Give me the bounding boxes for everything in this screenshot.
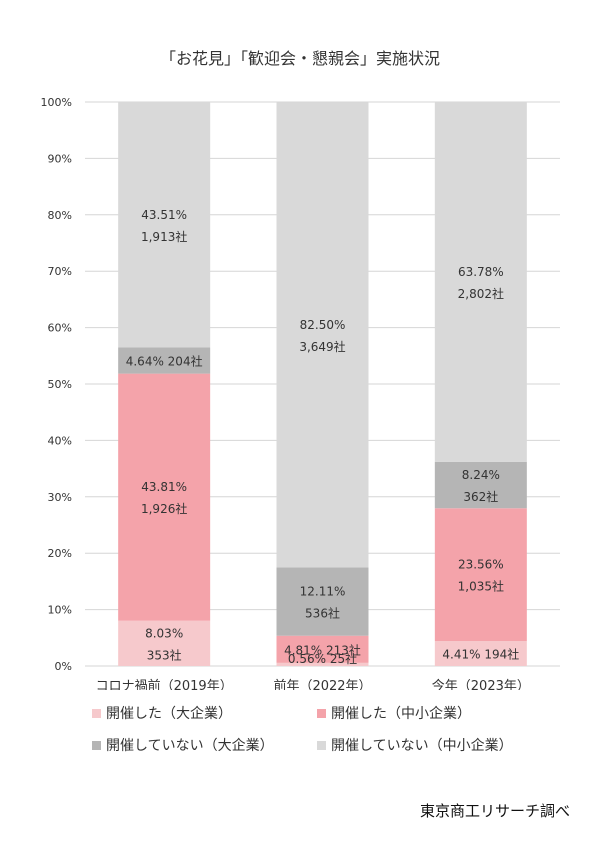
bar-segment <box>434 641 527 666</box>
data-label: 4.81% 213社 <box>284 642 361 657</box>
y-tick-label: 30% <box>48 491 72 504</box>
data-label: 1,913社 <box>141 229 187 244</box>
x-tick-label: 前年（2022年） <box>273 678 371 690</box>
bar-segment <box>434 508 527 642</box>
data-label: 23.56% <box>458 558 504 572</box>
data-label: 1,926社 <box>141 501 187 516</box>
y-tick-label: 90% <box>48 152 72 165</box>
bar-segment <box>118 620 211 666</box>
data-label: 3,649社 <box>299 339 345 354</box>
bar-segment <box>434 102 527 462</box>
legend-swatch-not-held-sme <box>317 740 326 750</box>
data-label: 8.03% <box>145 626 183 640</box>
data-label: 43.51% <box>141 208 187 222</box>
data-label: 12.11% <box>300 585 346 599</box>
source-note: 東京商工リサーチ調べ <box>419 802 570 820</box>
stacked-bar-chart: 0% 10% 20% 30% 40% 50% 60% 70% 80% 90% 100% 8.03% 35… <box>41 96 560 690</box>
x-tick-label: 今年（2023年） <box>432 678 530 690</box>
data-label: 0.56% 25社 <box>288 651 357 666</box>
y-tick-label: 70% <box>48 265 72 278</box>
bar-segment <box>276 635 369 663</box>
y-tick-label: 50% <box>48 378 72 391</box>
legend-item-not-held-large: 開催していない（大企業） <box>92 735 317 755</box>
legend-label-not-held-large: 開催していない（大企業） <box>106 738 274 754</box>
bar-segment <box>276 102 369 568</box>
data-label: 4.64% 204社 <box>126 354 203 369</box>
chart-title: 「お花見」「歓迎会・懇親会」実施状況 <box>159 49 440 68</box>
legend-swatch-not-held-large <box>92 740 101 750</box>
data-label: 353社 <box>147 647 182 662</box>
y-tick-label: 40% <box>48 434 72 447</box>
data-label: 2,802社 <box>458 286 504 301</box>
data-label: 63.78% <box>458 265 504 279</box>
bar-segment <box>276 567 369 636</box>
bar-segment <box>118 102 211 348</box>
legend-swatch-held-large <box>92 708 101 718</box>
bar-segment <box>276 662 369 666</box>
legend-label-held-sme: 開催した（中小企業） <box>331 706 471 722</box>
bar-segment <box>118 373 211 621</box>
bar-segment <box>118 347 211 374</box>
y-tick-label: 100% <box>41 96 72 109</box>
legend-item-not-held-sme: 開催していない（中小企業） <box>317 735 542 755</box>
legend-item-held-sme: 開催した（中小企業） <box>317 703 542 723</box>
y-tick-label: 20% <box>48 547 72 560</box>
legend-label-not-held-sme: 開催していない（中小企業） <box>331 738 513 754</box>
y-tick-label: 80% <box>48 209 72 222</box>
data-label: 4.41% 194社 <box>442 647 519 662</box>
data-label: 43.81% <box>141 480 187 494</box>
data-label: 82.50% <box>300 318 346 332</box>
legend: 開催した（大企業） 開催した（中小企業） 開催していない（大企業） 開催していな… <box>92 700 572 764</box>
data-label: 362社 <box>463 489 498 504</box>
data-label: 8.24% <box>462 468 500 482</box>
legend-swatch-held-sme <box>317 708 326 718</box>
y-tick-label: 0% <box>55 660 72 673</box>
legend-label-held-large: 開催した（大企業） <box>106 706 232 722</box>
legend-item-held-large: 開催した（大企業） <box>92 703 317 723</box>
y-tick-label: 10% <box>48 604 72 617</box>
data-label: 536社 <box>305 606 340 621</box>
bar-segment <box>434 461 527 509</box>
x-tick-label: コロナ禍前（2019年） <box>96 678 233 690</box>
data-label: 1,035社 <box>458 579 504 594</box>
y-tick-label: 60% <box>48 322 72 335</box>
